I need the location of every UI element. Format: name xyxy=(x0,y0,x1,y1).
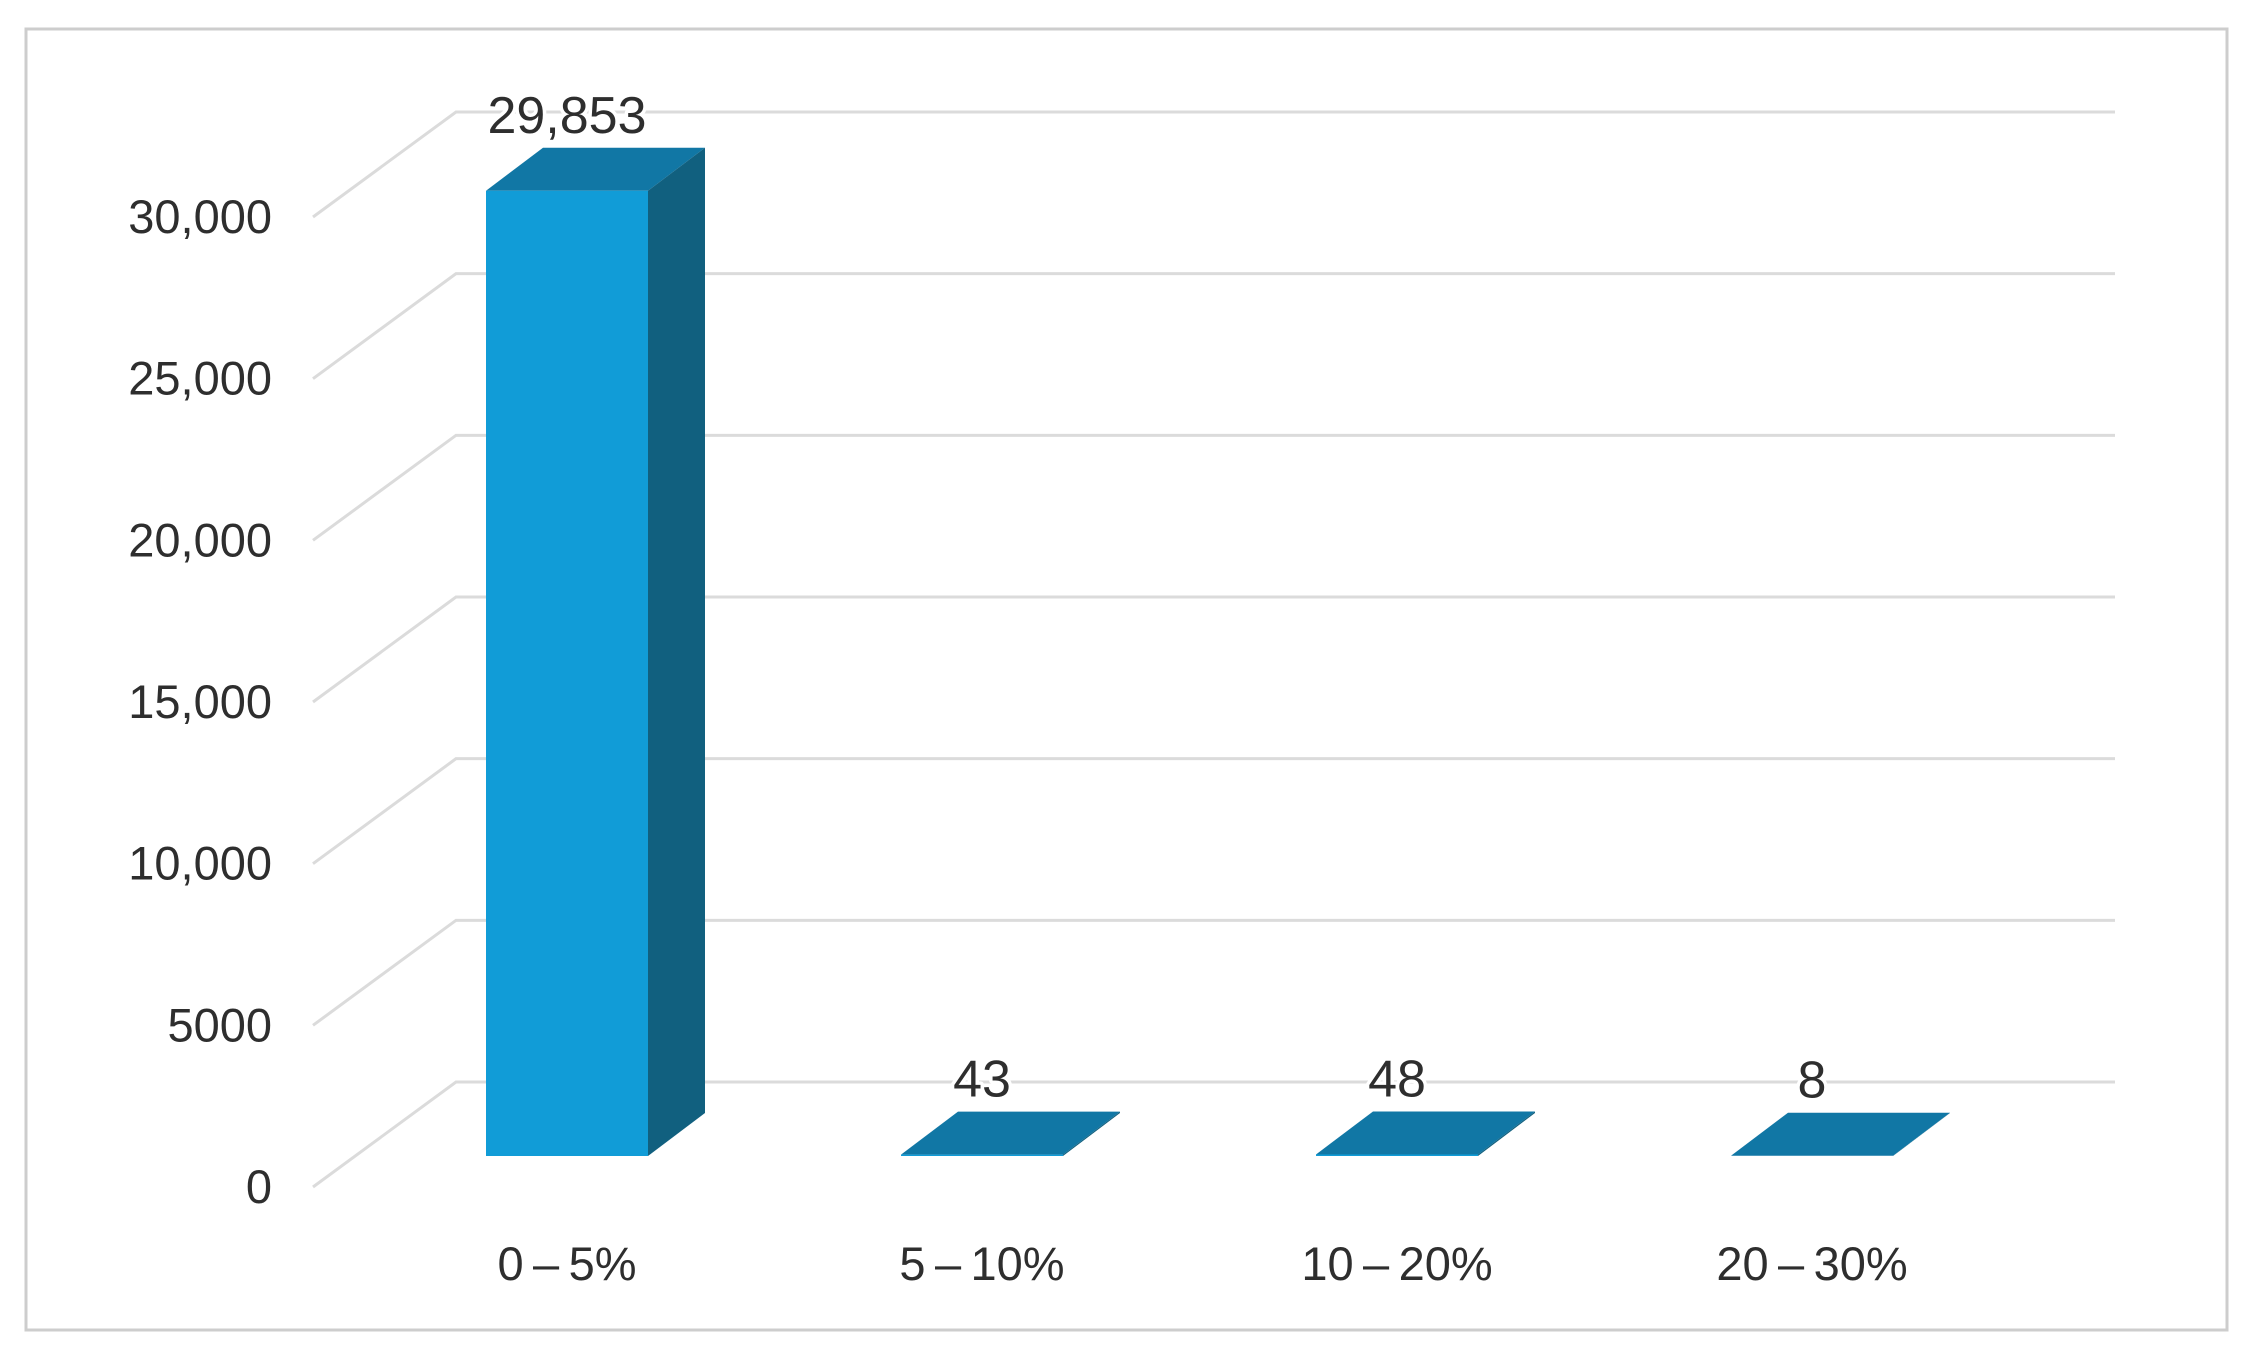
bar-data-label: 29,853 xyxy=(487,87,646,145)
bar-data-label: 48 xyxy=(1368,1050,1426,1108)
x-axis-category-label: 5 – 10% xyxy=(899,1237,1064,1290)
x-axis-category-label: 0 – 5% xyxy=(497,1237,636,1290)
x-axis-category-label: 20 – 30% xyxy=(1716,1237,1907,1290)
gridline xyxy=(312,595,2115,704)
gridline xyxy=(312,1080,2115,1189)
y-axis-tick-label: 10,000 xyxy=(128,837,272,890)
gridline xyxy=(312,918,2115,1027)
bar-top-face[interactable] xyxy=(1316,1111,1535,1155)
y-axis-tick-label: 5000 xyxy=(167,998,272,1051)
y-axis-tick-label: 0 xyxy=(246,1160,272,1213)
gridline xyxy=(312,110,2115,219)
bar-top-face[interactable] xyxy=(486,147,705,191)
bar-top-face[interactable] xyxy=(901,1111,1120,1155)
bar-data-label: 8 xyxy=(1798,1052,1827,1110)
bar-front-face[interactable] xyxy=(1316,1154,1478,1156)
bar-side-face[interactable] xyxy=(1063,1111,1120,1156)
y-axis-tick-label: 30,000 xyxy=(128,190,272,243)
gridline xyxy=(312,272,2115,380)
gridline xyxy=(312,757,2115,865)
bar-front-face[interactable] xyxy=(901,1154,1063,1156)
bar-front-face[interactable] xyxy=(486,190,648,1157)
y-axis-tick-label: 20,000 xyxy=(128,513,272,566)
y-axis-tick-label: 25,000 xyxy=(128,352,272,405)
bar-side-face[interactable] xyxy=(1893,1112,1950,1156)
x-axis-category-label: 10 – 20% xyxy=(1301,1237,1492,1290)
bar-data-label: 43 xyxy=(953,1051,1011,1109)
y-axis-tick-label: 15,000 xyxy=(128,675,272,728)
bar-side-face[interactable] xyxy=(1478,1111,1535,1156)
bar-side-face[interactable] xyxy=(648,147,705,1157)
gridline xyxy=(312,433,2115,542)
bar-top-face[interactable] xyxy=(1731,1112,1950,1156)
